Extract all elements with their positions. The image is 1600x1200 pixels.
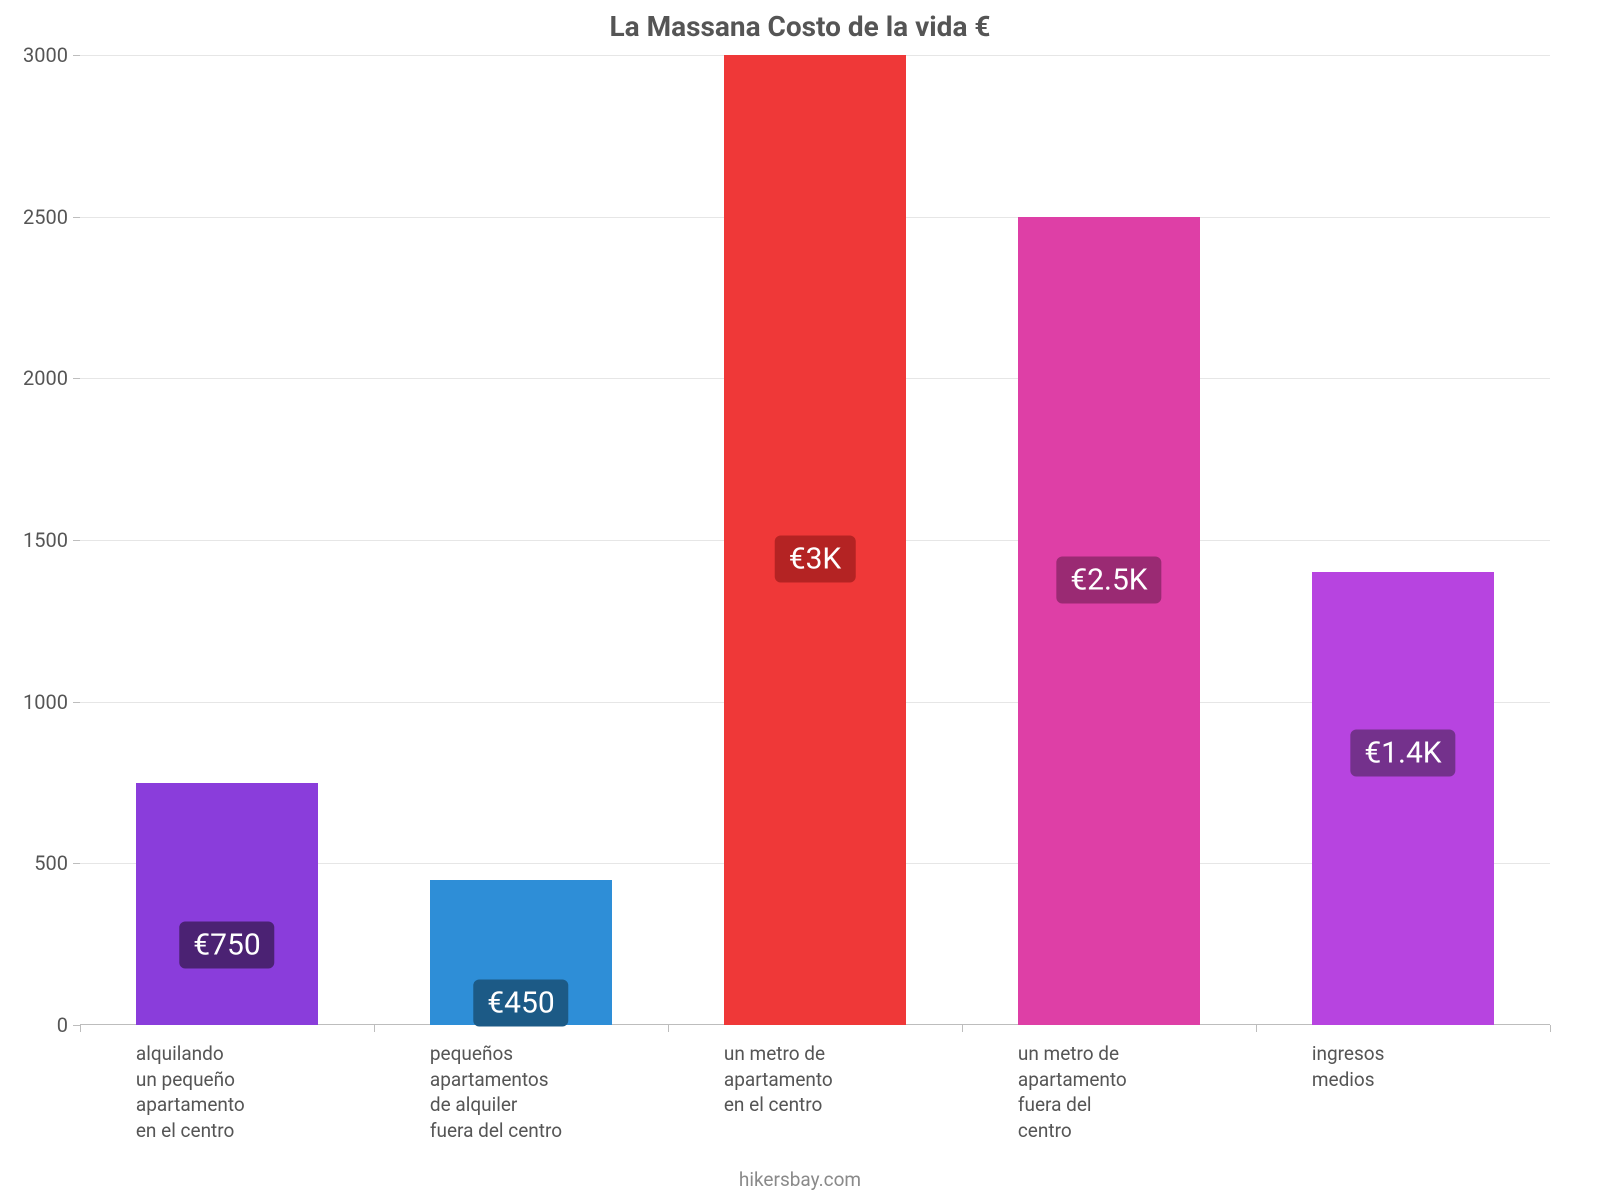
bar: €2.5K: [1018, 217, 1200, 1025]
chart-title: La Massana Costo de la vida €: [0, 10, 1600, 43]
bar-value-label: €750: [179, 921, 274, 968]
y-tick-label: 500: [34, 851, 80, 875]
bar: €3K: [724, 55, 906, 1025]
x-tick-mark: [374, 1025, 375, 1032]
y-tick-label: 0: [57, 1013, 80, 1037]
x-tick-mark: [80, 1025, 81, 1032]
y-tick-label: 1500: [23, 528, 80, 552]
x-tick-mark: [962, 1025, 963, 1032]
plot-area: 050010001500200025003000€750alquilando u…: [80, 55, 1550, 1025]
bar-value-label: €3K: [775, 536, 856, 583]
y-tick-label: 1000: [23, 690, 80, 714]
x-axis-label: un metro de apartamento fuera del centro: [1018, 1025, 1200, 1144]
x-tick-mark: [1550, 1025, 1551, 1032]
x-axis-label: un metro de apartamento en el centro: [724, 1025, 906, 1118]
bar-value-label: €1.4K: [1350, 730, 1455, 777]
footer-source: hikersbay.com: [0, 1168, 1600, 1191]
y-tick-label: 2500: [23, 205, 80, 229]
y-tick-label: 2000: [23, 366, 80, 390]
x-axis-label: ingresos medios: [1312, 1025, 1494, 1092]
bar-value-label: €450: [473, 980, 568, 1027]
x-tick-mark: [1256, 1025, 1257, 1032]
bar-value-label: €2.5K: [1056, 557, 1161, 604]
x-axis-label: pequeños apartamentos de alquiler fuera …: [430, 1025, 612, 1144]
bar: €450: [430, 880, 612, 1026]
bar: €1.4K: [1312, 572, 1494, 1025]
x-tick-mark: [668, 1025, 669, 1032]
bar: €750: [136, 783, 318, 1026]
x-axis-label: alquilando un pequeño apartamento en el …: [136, 1025, 318, 1144]
y-tick-label: 3000: [23, 43, 80, 67]
chart-container: La Massana Costo de la vida € 0500100015…: [0, 0, 1600, 1200]
